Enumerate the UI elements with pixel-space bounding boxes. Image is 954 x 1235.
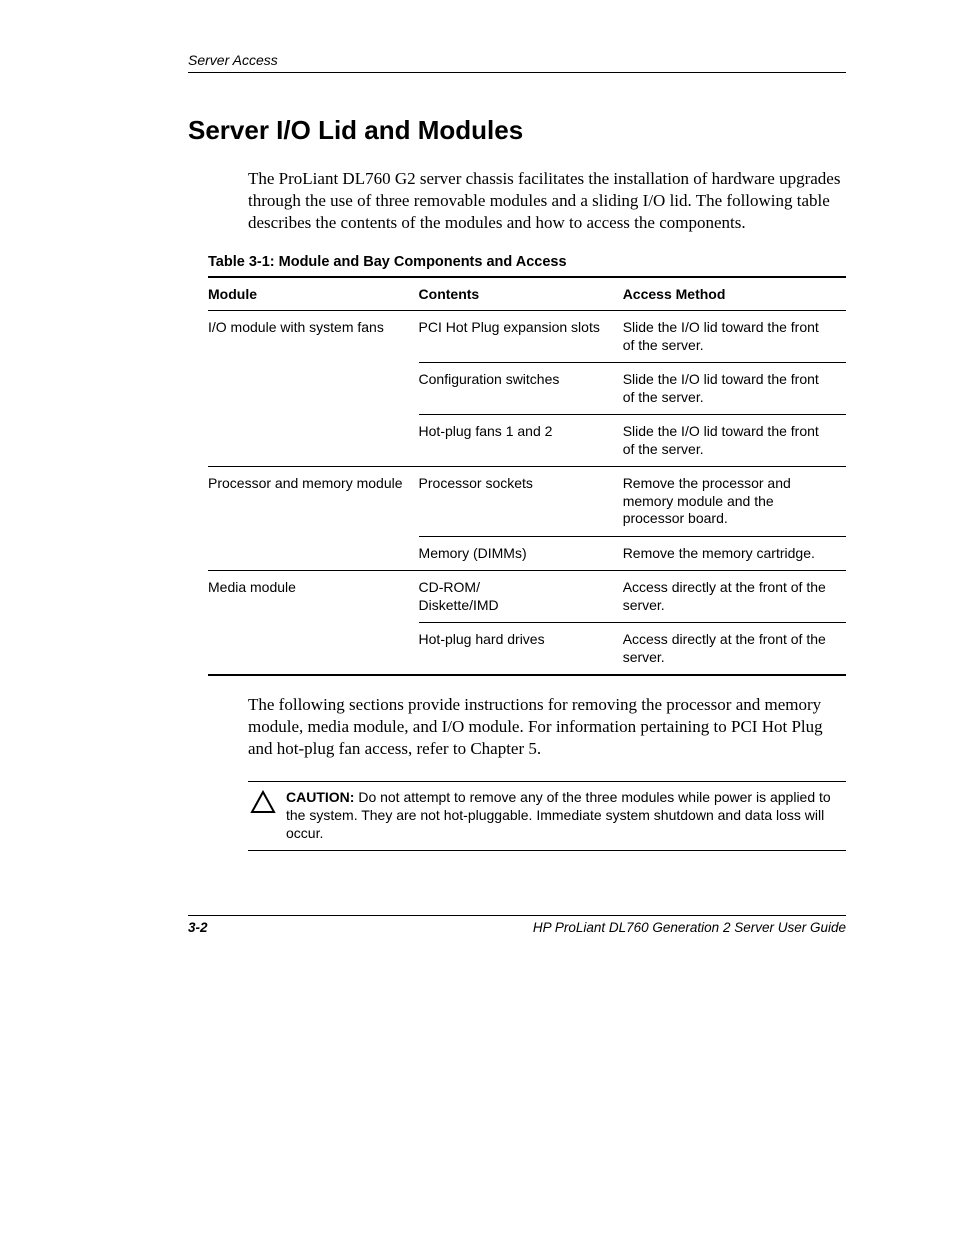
table-row: Memory (DIMMs)Remove the memory cartridg…: [208, 536, 846, 571]
intro-paragraph: The ProLiant DL760 G2 server chassis fac…: [248, 168, 846, 234]
after-table-paragraph: The following sections provide instructi…: [248, 694, 846, 760]
cell-contents: Memory (DIMMs): [419, 536, 623, 571]
cell-access: Slide the I/O lid toward the front of th…: [623, 415, 846, 467]
caution-box: CAUTION: Do not attempt to remove any of…: [248, 781, 846, 852]
cell-module: Processor and memory module: [208, 467, 419, 537]
cell-access: Access directly at the front of the serv…: [623, 623, 846, 676]
cell-module: [208, 536, 419, 571]
cell-access: Access directly at the front of the serv…: [623, 571, 846, 623]
col-header-module: Module: [208, 277, 419, 311]
cell-module: [208, 623, 419, 676]
caution-label: CAUTION:: [286, 789, 354, 805]
table-row: Processor and memory moduleProcessor soc…: [208, 467, 846, 537]
cell-module: Media module: [208, 571, 419, 623]
table-row: Hot-plug hard drivesAccess directly at t…: [208, 623, 846, 676]
module-table: Module Contents Access Method I/O module…: [208, 276, 846, 676]
cell-contents: CD-ROM/ Diskette/IMD: [419, 571, 623, 623]
page-footer: 3-2 HP ProLiant DL760 Generation 2 Serve…: [188, 915, 846, 935]
table-row: Hot-plug fans 1 and 2Slide the I/O lid t…: [208, 415, 846, 467]
cell-access: Remove the memory cartridge.: [623, 536, 846, 571]
cell-access: Slide the I/O lid toward the front of th…: [623, 363, 846, 415]
table-header-row: Module Contents Access Method: [208, 277, 846, 311]
cell-contents: Hot-plug fans 1 and 2: [419, 415, 623, 467]
section-title: Server I/O Lid and Modules: [188, 115, 846, 146]
cell-module: I/O module with system fans: [208, 311, 419, 363]
table-row: I/O module with system fansPCI Hot Plug …: [208, 311, 846, 363]
table-body: I/O module with system fansPCI Hot Plug …: [208, 311, 846, 676]
cell-module: [208, 415, 419, 467]
caution-text: CAUTION: Do not attempt to remove any of…: [286, 788, 846, 843]
table-caption: Table 3-1: Module and Bay Components and…: [208, 254, 846, 270]
footer-page-number: 3-2: [188, 920, 208, 935]
cell-contents: Processor sockets: [419, 467, 623, 537]
cell-module: [208, 363, 419, 415]
cell-contents: PCI Hot Plug expansion slots: [419, 311, 623, 363]
cell-access: Remove the processor and memory module a…: [623, 467, 846, 537]
cell-contents: Configuration switches: [419, 363, 623, 415]
page: Server Access Server I/O Lid and Modules…: [0, 0, 954, 1235]
footer-doc-title: HP ProLiant DL760 Generation 2 Server Us…: [533, 920, 846, 935]
caution-icon: [250, 790, 276, 818]
col-header-access: Access Method: [623, 277, 846, 311]
cell-access: Slide the I/O lid toward the front of th…: [623, 311, 846, 363]
table-row: Configuration switchesSlide the I/O lid …: [208, 363, 846, 415]
caution-body: Do not attempt to remove any of the thre…: [286, 789, 831, 841]
cell-contents: Hot-plug hard drives: [419, 623, 623, 676]
running-header: Server Access: [188, 52, 846, 73]
table-row: Media moduleCD-ROM/ Diskette/IMDAccess d…: [208, 571, 846, 623]
col-header-contents: Contents: [419, 277, 623, 311]
